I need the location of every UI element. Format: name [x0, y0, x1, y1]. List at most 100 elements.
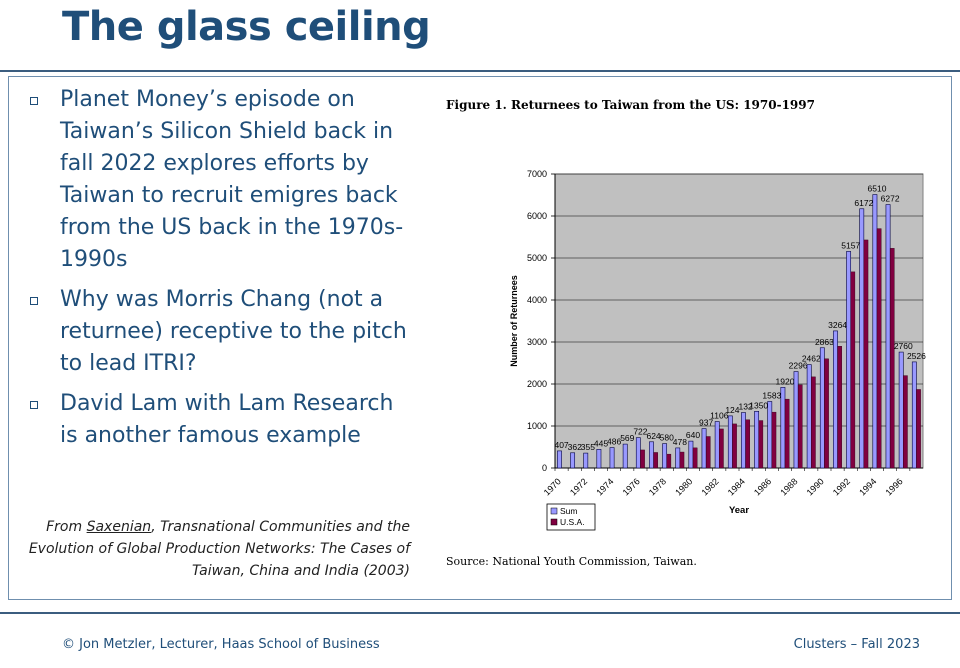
bar-sum	[557, 450, 562, 469]
bar-usa	[771, 411, 777, 469]
bar-usa	[692, 447, 698, 469]
footer-author: © Jon Metzler, Lecturer, Haas School of …	[62, 637, 380, 652]
data-label: 132	[738, 402, 752, 412]
bar-usa	[705, 436, 711, 469]
bar-usa	[903, 375, 908, 469]
bar-usa	[863, 239, 869, 469]
data-label: 478	[673, 437, 687, 447]
data-label: 1106	[710, 411, 729, 421]
bar-usa	[758, 420, 764, 469]
x-tick-label: 1992	[831, 476, 852, 497]
data-label: 6272	[881, 194, 900, 204]
bar-sum	[859, 208, 865, 469]
data-label: 580	[660, 433, 674, 443]
data-label: 355	[581, 442, 595, 452]
data-label: 1350	[749, 400, 768, 410]
legend-swatch-sum	[550, 507, 558, 515]
bar-sum	[609, 447, 615, 469]
citation-rest: , Transnational Communities and the Evol…	[28, 519, 410, 579]
bar-usa	[889, 248, 895, 469]
bar-sum	[635, 437, 641, 469]
title-divider	[0, 70, 960, 72]
bar-sum	[898, 351, 904, 469]
x-tick-label: 1976	[621, 476, 642, 497]
data-label: 486	[607, 437, 621, 447]
data-label: 3264	[828, 320, 847, 330]
bar-sum	[911, 361, 917, 469]
bullet-text: David Lam with Lam Research is another f…	[60, 391, 394, 448]
bar-sum	[570, 452, 576, 469]
data-label: 6510	[868, 184, 887, 194]
x-tick-label: 1988	[778, 476, 799, 497]
data-label: 1920	[776, 376, 795, 386]
bar-usa	[811, 376, 816, 469]
bar-sum	[754, 411, 760, 469]
content-frame	[8, 76, 952, 600]
y-tick-label: 2000	[527, 379, 547, 389]
bullet-item: David Lam with Lam Research is another f…	[30, 388, 410, 452]
square-bullet-icon	[30, 401, 38, 409]
data-label: 2462	[802, 354, 821, 364]
footer-course: Clusters – Fall 2023	[793, 637, 920, 652]
data-label: 445	[594, 438, 608, 448]
y-axis-title: Number of Returnees	[509, 275, 519, 367]
data-label: 1583	[762, 391, 781, 401]
bar-sum	[741, 412, 746, 469]
y-tick-label: 7000	[527, 169, 547, 179]
bullet-item: Planet Money’s episode on Taiwan’s Silic…	[30, 84, 410, 276]
x-tick-label: 1996	[883, 476, 904, 497]
bar-sum	[583, 452, 589, 469]
x-tick-label: 1990	[805, 476, 826, 497]
source-citation: From Saxenian, Transnational Communities…	[20, 516, 410, 582]
figure-title: Figure 1. Returnees to Taiwan from the U…	[446, 98, 815, 112]
legend-swatch-usa	[550, 518, 558, 526]
bar-usa	[797, 384, 803, 469]
bar-usa	[732, 423, 737, 469]
bullet-text: Why was Morris Chang (not a returnee) re…	[60, 287, 407, 376]
bar-sum	[819, 347, 825, 469]
bullet-item: Why was Morris Chang (not a returnee) re…	[30, 284, 410, 380]
bar-sum	[622, 443, 628, 469]
y-tick-label: 4000	[527, 295, 547, 305]
bar-sum	[675, 447, 681, 469]
bar-usa	[850, 271, 856, 469]
bar-sum	[885, 204, 891, 469]
bar-sum	[872, 194, 878, 469]
bar-sum	[701, 428, 707, 469]
x-tick-label: 1984	[726, 476, 747, 497]
square-bullet-icon	[30, 97, 38, 105]
citation-author: Saxenian	[86, 519, 152, 535]
x-tick-label: 1972	[568, 476, 589, 497]
y-tick-label: 5000	[527, 253, 547, 263]
data-label: 5157	[841, 240, 860, 250]
bar-usa	[784, 398, 790, 469]
footer-divider	[0, 612, 960, 614]
data-label: 640	[686, 430, 700, 440]
data-label: 2526	[907, 351, 926, 361]
x-tick-label: 1986	[752, 476, 773, 497]
x-tick-label: 1980	[673, 476, 694, 497]
bar-sum	[806, 364, 812, 469]
x-tick-label: 1982	[699, 476, 720, 497]
data-label: 624	[646, 431, 660, 441]
y-tick-label: 3000	[527, 337, 547, 347]
bar-sum	[793, 371, 799, 469]
bar-usa	[719, 428, 724, 469]
legend-label-usa: U.S.A.	[560, 517, 585, 527]
bar-usa	[745, 419, 750, 469]
bar-sum	[649, 441, 654, 469]
bar-sum	[780, 387, 786, 469]
returnees-bar-chart: 0 1000 2000 3000 4000 5000 6000 7000 40736235544…	[509, 169, 926, 531]
x-tick-label: 1994	[857, 476, 878, 497]
bar-usa	[824, 358, 829, 469]
square-bullet-icon	[30, 297, 38, 305]
bar-usa	[837, 345, 842, 469]
x-tick-label: 1974	[594, 476, 615, 497]
y-tick-label: 6000	[527, 211, 547, 221]
y-tick-label: 1000	[527, 421, 547, 431]
x-tick-label: 1970	[542, 476, 563, 497]
legend-label-sum: Sum	[560, 506, 577, 516]
bullet-list: Planet Money’s episode on Taiwan’s Silic…	[30, 84, 410, 460]
bar-usa	[876, 228, 882, 469]
bar-sum	[688, 440, 694, 469]
